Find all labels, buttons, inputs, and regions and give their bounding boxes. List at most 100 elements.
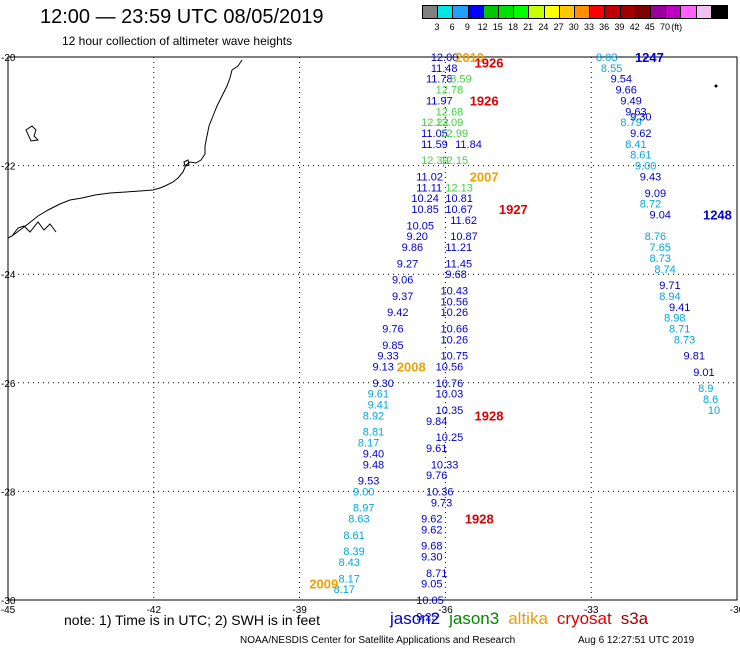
swh-value: 9.37 bbox=[392, 291, 413, 303]
swh-value: 10.03 bbox=[436, 389, 464, 401]
swh-value: 9.84 bbox=[426, 416, 447, 428]
legend-tick-label: 36 bbox=[599, 22, 610, 32]
pass-time-label: 1926 bbox=[475, 55, 504, 70]
swh-value: 9.09 bbox=[645, 188, 666, 200]
pass-time-label: 2009 bbox=[309, 577, 338, 592]
swh-value: 7.65 bbox=[650, 242, 671, 254]
latitude-label: -20 bbox=[1, 53, 16, 64]
swh-value: 12.22 bbox=[421, 117, 449, 129]
coastal-islet bbox=[183, 159, 190, 167]
legend-tick-label: 9 bbox=[464, 22, 470, 32]
swh-value: 10.76 bbox=[436, 378, 464, 390]
swh-value: 9.54 bbox=[611, 74, 632, 86]
swh-value: 10.25 bbox=[436, 432, 464, 444]
coastal-island bbox=[25, 125, 40, 142]
swh-value: 12.00 bbox=[431, 52, 459, 64]
swh-value: 10.85 bbox=[411, 204, 439, 216]
swh-value: 12.39 bbox=[421, 155, 449, 167]
swh-value: 9.53 bbox=[358, 476, 379, 488]
legend-tick-label: 21 bbox=[523, 22, 534, 32]
swh-value: 9.13 bbox=[373, 362, 394, 374]
swh-value: 9.30 bbox=[421, 552, 442, 564]
pass-time-label: 1248 bbox=[703, 207, 732, 222]
latitude-label: -30 bbox=[1, 596, 16, 607]
longitude-label: -30 bbox=[730, 605, 740, 616]
swh-value: 9.61 bbox=[426, 443, 447, 455]
swh-value: 8.41 bbox=[625, 139, 646, 151]
swh-value: 8.72 bbox=[640, 199, 661, 211]
swh-value: 11.21 bbox=[445, 242, 472, 254]
swh-value: 11.11 bbox=[416, 182, 442, 194]
longitude-label: -33 bbox=[584, 605, 599, 616]
swh-value: 9.62 bbox=[630, 128, 651, 140]
swh-value: 9.48 bbox=[363, 459, 384, 471]
trindade-island bbox=[714, 84, 718, 88]
swh-value: 10.35 bbox=[436, 405, 464, 417]
legend-tick-label: 45 bbox=[644, 22, 655, 32]
latitude-label: -24 bbox=[1, 270, 16, 281]
swh-value: 11.02 bbox=[416, 171, 443, 183]
longitude-label: -42 bbox=[147, 605, 162, 616]
swh-value: 9.76 bbox=[426, 470, 447, 482]
swh-value: 8.74 bbox=[654, 264, 675, 276]
swh-value: 10.75 bbox=[441, 351, 469, 363]
swh-value: 8.9 bbox=[698, 383, 713, 395]
swh-value: 12.15 bbox=[441, 155, 469, 167]
swh-value: 9.68 bbox=[445, 269, 466, 281]
legend-tick-label: 6 bbox=[449, 22, 455, 32]
pass-time-label: 1928 bbox=[475, 408, 504, 423]
swh-value: 9.41 bbox=[368, 400, 389, 412]
swh-value: 9.73 bbox=[431, 497, 452, 509]
swh-value: 8.63 bbox=[348, 514, 369, 526]
satellite-name-jason2: jason2 bbox=[390, 609, 441, 628]
brazil-coastline bbox=[7, 59, 243, 239]
legend-unit: (ft) bbox=[671, 22, 683, 32]
swh-value: 8.97 bbox=[353, 503, 374, 515]
legend-tick-label: 42 bbox=[629, 22, 640, 32]
latitude-label: -28 bbox=[1, 487, 16, 498]
legend-tick-label: 18 bbox=[507, 22, 518, 32]
map-subtitle: 12 hour collection of altimeter wave hei… bbox=[62, 34, 293, 48]
swh-value: 8.73 bbox=[674, 334, 695, 346]
swh-value: 11.05 bbox=[421, 128, 448, 140]
swh-value: 9.00 bbox=[635, 161, 656, 173]
swh-value: 9.41 bbox=[669, 302, 690, 314]
longitude-label: -39 bbox=[292, 605, 307, 616]
swh-value: 10 bbox=[708, 405, 720, 417]
swh-value: 8.71 bbox=[426, 568, 447, 580]
swh-value: 10.87 bbox=[450, 231, 478, 243]
swh-value: 9.61 bbox=[368, 389, 389, 401]
swh-value: 8.17 bbox=[358, 438, 379, 450]
map-frame bbox=[7, 56, 738, 601]
satellite-name-altika: altika bbox=[508, 609, 548, 628]
latitude-label: -26 bbox=[1, 379, 16, 390]
pass-time-label: 2010 bbox=[455, 50, 484, 65]
swh-value: 8.17 bbox=[334, 584, 355, 596]
swh-value: 9.85 bbox=[382, 340, 403, 352]
legend-tick-label: 3 bbox=[434, 22, 440, 32]
generation-timestamp: Aug 6 12:27:51 UTC 2019 bbox=[578, 635, 695, 646]
swh-value: 11.45 bbox=[445, 258, 472, 270]
longitude-label: -36 bbox=[438, 605, 453, 616]
swh-value: 9.42 bbox=[387, 307, 408, 319]
swh-value: 8.94 bbox=[659, 291, 680, 303]
swh-value: 10.43 bbox=[441, 285, 469, 297]
swh-value: 9.25 bbox=[416, 611, 437, 623]
coastline bbox=[7, 59, 718, 239]
swh-value: 11.78 bbox=[426, 74, 453, 86]
swh-value: 9.30 bbox=[630, 112, 651, 124]
map-title: 12:00 — 23:59 UTC 08/05/2019 bbox=[40, 6, 324, 28]
legend-tick-label: 70 bbox=[659, 22, 670, 32]
swh-value: 8.81 bbox=[363, 427, 384, 439]
swh-value: 9.00 bbox=[353, 486, 374, 498]
legend-tick-label: 27 bbox=[553, 22, 564, 32]
pass-time-label: 1927 bbox=[499, 202, 528, 217]
legend-tick-label: 15 bbox=[492, 22, 503, 32]
swh-value: 9.86 bbox=[402, 242, 423, 254]
swh-value: 11.48 bbox=[431, 63, 458, 75]
swh-value: 9.76 bbox=[382, 324, 403, 336]
swh-value: 10.81 bbox=[445, 193, 473, 205]
pass-time-label: 1928 bbox=[465, 512, 494, 527]
swh-value: 9.71 bbox=[659, 280, 680, 292]
